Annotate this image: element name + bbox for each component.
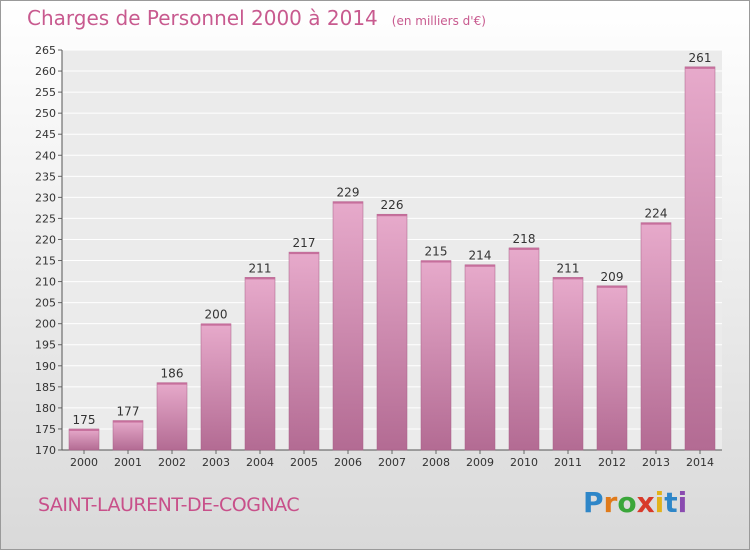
y-tick-label: 190: [35, 360, 56, 373]
bar-2007: [376, 213, 408, 451]
y-tick-label: 180: [35, 402, 56, 415]
logo-letter: o: [617, 486, 637, 519]
bar-2006: [332, 201, 364, 451]
data-label: 224: [645, 207, 668, 221]
x-tick-label: 2014: [686, 456, 714, 469]
x-tick-label: 2003: [202, 456, 230, 469]
x-tick-label: 2010: [510, 456, 538, 469]
bar-2011: [552, 277, 584, 451]
y-tick-label: 170: [35, 444, 56, 457]
bar-cap: [333, 201, 363, 204]
data-label: 226: [381, 198, 404, 212]
bar-cap: [69, 428, 99, 431]
x-tick-label: 2002: [158, 456, 186, 469]
y-tick-label: 225: [35, 212, 56, 225]
proxiti-logo: Proxiti: [583, 486, 687, 519]
commune-name: SAINT-LAURENT-DE-COGNAC: [38, 494, 300, 516]
y-tick-label: 265: [35, 44, 56, 57]
y-tick-label: 220: [35, 233, 56, 246]
bar-cap: [553, 277, 583, 280]
data-label: 218: [513, 232, 536, 246]
logo-letter: i: [654, 486, 665, 519]
y-tick-label: 230: [35, 191, 56, 204]
x-tick-label: 2004: [246, 456, 274, 469]
chart-title-text: Charges de Personnel 2000 à 2014: [27, 6, 378, 30]
data-label: 186: [161, 367, 184, 381]
x-tick-label: 2011: [554, 456, 582, 469]
bar-cap: [245, 277, 275, 280]
bar-2001: [112, 420, 144, 451]
y-tick-label: 185: [35, 381, 56, 394]
data-label: 214: [469, 249, 492, 263]
data-label: 209: [601, 270, 624, 284]
data-label: 229: [337, 186, 360, 200]
bar-2009: [464, 264, 496, 451]
bar-cap: [377, 214, 407, 217]
bar-cap: [685, 66, 715, 69]
plot-area: 170 175 180 185 190 195 200 205 210 215 220 225 230 2…: [35, 44, 722, 469]
x-tick-label: 2013: [642, 456, 670, 469]
data-label: 211: [557, 261, 580, 275]
bar-cap: [289, 252, 319, 255]
bar-2005: [288, 251, 320, 451]
bar-2013: [640, 222, 672, 451]
x-tick-label: 2005: [290, 456, 318, 469]
y-tick-label: 205: [35, 297, 56, 310]
y-tick-label: 210: [35, 276, 56, 289]
y-tick-label: 250: [35, 107, 56, 120]
data-label: 200: [205, 308, 228, 322]
bar-cap: [509, 247, 539, 250]
bar-2008: [420, 260, 452, 451]
data-label: 175: [73, 413, 96, 427]
logo-letter: P: [583, 486, 604, 519]
data-label: 217: [293, 236, 316, 250]
logo-letter: x: [636, 486, 655, 519]
bar-2002: [156, 382, 188, 451]
y-tick-label: 245: [35, 128, 56, 141]
bar-cap: [597, 285, 627, 288]
y-tick-label: 255: [35, 86, 56, 99]
y-tick-label: 175: [35, 423, 56, 436]
x-tick-label: 2012: [598, 456, 626, 469]
y-tick-label: 235: [35, 170, 56, 183]
data-label: 177: [117, 405, 140, 419]
bar-2014: [684, 66, 716, 451]
logo-letter: i: [677, 486, 688, 519]
y-tick-label: 200: [35, 318, 56, 331]
bar-2010: [508, 247, 540, 451]
y-tick-label: 260: [35, 65, 56, 78]
bar-cap: [113, 420, 143, 423]
chart-unit: (en milliers d'€): [391, 14, 486, 28]
logo-letter: r: [603, 486, 618, 519]
x-tick-label: 2009: [466, 456, 494, 469]
data-label: 215: [425, 245, 448, 259]
bar-cap: [157, 382, 187, 385]
bar-cap: [201, 323, 231, 326]
bar-2012: [596, 285, 628, 451]
bar-cap: [641, 222, 671, 225]
x-tick-label: 2008: [422, 456, 450, 469]
bar-2004: [244, 277, 276, 451]
y-tick-label: 240: [35, 149, 56, 162]
y-tick-label: 215: [35, 255, 56, 268]
logo-letter: t: [664, 486, 678, 519]
x-tick-label: 2001: [114, 456, 142, 469]
x-tick-label: 2007: [378, 456, 406, 469]
bar-cap: [421, 260, 451, 263]
data-label: 261: [689, 51, 712, 65]
bar-2000: [68, 428, 100, 451]
x-tick-label: 2000: [70, 456, 98, 469]
y-tick-label: 195: [35, 339, 56, 352]
bar-2003: [200, 323, 232, 451]
chart-title: Charges de Personnel 2000 à 2014 (en mill…: [27, 6, 486, 30]
data-label: 211: [249, 261, 272, 275]
x-tick-label: 2006: [334, 456, 362, 469]
bar-cap: [465, 264, 495, 267]
